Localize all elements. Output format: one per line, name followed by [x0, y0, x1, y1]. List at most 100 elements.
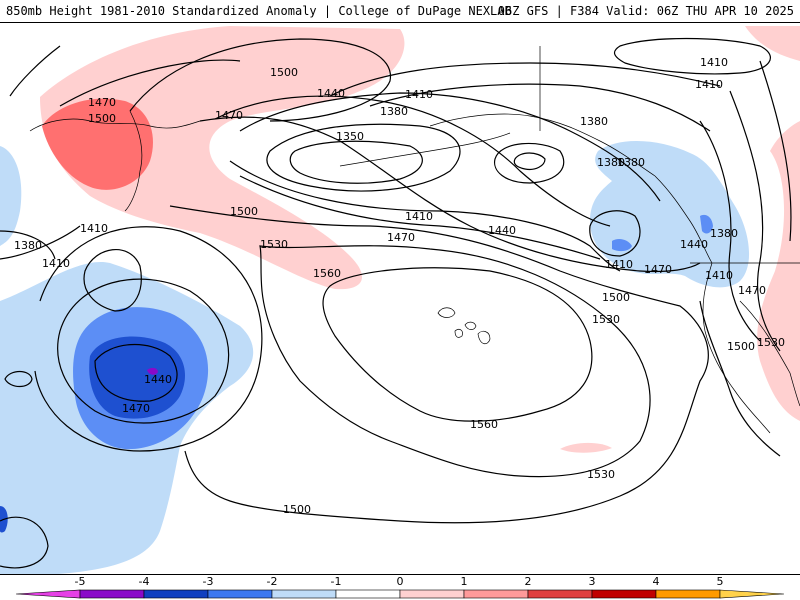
contour-1530 [259, 245, 651, 478]
positive-anomaly-spot-ne [745, 26, 800, 61]
colorbar-swatch [719, 589, 785, 599]
colorbar-label: -4 [139, 575, 150, 588]
colorbar-swatch [207, 589, 273, 599]
contour-west-1380 [0, 230, 56, 260]
contour-label: 1470 [122, 402, 150, 415]
hawaii-island-3 [477, 330, 491, 345]
contour-label: 1500 [230, 205, 258, 218]
contour-label: 1440 [680, 238, 708, 251]
colorbar-label: 2 [525, 575, 532, 588]
contour-label: 1500 [602, 291, 630, 304]
colorbar-swatch [655, 589, 721, 599]
contour-label: 1350 [336, 130, 364, 143]
anomaly-colorbar: -5 -4 -3 -2 -1 0 1 2 3 4 5 [0, 575, 800, 600]
contour-ring-bc [589, 210, 641, 257]
colorbar-label: -5 [75, 575, 86, 588]
contour-sw-1440 [94, 344, 178, 402]
contour-label: 1380 [580, 115, 608, 128]
contour-label-layer: 1500 1470 1500 1470 1440 1410 1380 1350 … [14, 56, 785, 516]
positive-anomaly-nw-strong [42, 98, 153, 190]
negative-anomaly-bc [590, 141, 750, 288]
contour-label: 1470 [644, 263, 672, 276]
positive-anomaly-west-coast [757, 121, 800, 421]
contour-label: 1470 [738, 284, 766, 297]
coastlines [29, 46, 800, 434]
contour-1350-closed [289, 140, 423, 184]
contour-sw-1410 [83, 249, 142, 312]
negative-anomaly-west-edge [0, 146, 22, 246]
model-run-info: 06Z GFS | F384 Valid: 06Z THU APR 10 202… [497, 4, 794, 18]
asia-coast [29, 118, 201, 132]
contour-na-3 [759, 60, 792, 242]
negative-anomaly-sw-corner [0, 481, 36, 574]
contour-label: 1470 [387, 231, 415, 244]
contour-1470-north [59, 59, 241, 107]
contour-label: 1530 [592, 313, 620, 326]
colorbar-label: -2 [267, 575, 278, 588]
contour-label: 1560 [313, 267, 341, 280]
contour-label: 1410 [700, 56, 728, 69]
contour-label: 1410 [405, 88, 433, 101]
positive-anomaly-spot-s [560, 442, 612, 453]
contour-label: 1410 [605, 258, 633, 271]
contour-1560-high [322, 267, 593, 422]
header-bar: 850mb Height 1981-2010 Standardized Anom… [0, 0, 800, 22]
contour-label: 1500 [270, 66, 298, 79]
alaska-coast [429, 113, 656, 177]
contour-label: 1380 [710, 227, 738, 240]
mexico-coast [739, 300, 800, 407]
contour-label: 1500 [727, 340, 755, 353]
contour-1410-main [239, 92, 661, 202]
colorbar-swatch [335, 589, 401, 599]
contour-na-1 [699, 120, 761, 342]
us-west-coast [702, 262, 771, 434]
bc-coast [654, 175, 713, 264]
contour-label: 1530 [587, 468, 615, 481]
contour-label: 1410 [405, 210, 433, 223]
colorbar-label: 0 [397, 575, 404, 588]
contour-west-closed [4, 370, 33, 388]
negative-anomaly-bc-medium [612, 238, 632, 252]
contour-label: 1500 [88, 112, 116, 125]
contour-label: 1470 [215, 109, 243, 122]
contour-sw-1470 [57, 278, 230, 424]
colorbar-label: 1 [461, 575, 468, 588]
contour-label: 1530 [757, 336, 785, 349]
contour-label: 1410 [42, 257, 70, 270]
map-svg: 1500 1470 1500 1470 1440 1410 1380 1350 … [0, 26, 800, 574]
contour-west-1410 [0, 225, 81, 260]
contour-label: 1440 [488, 224, 516, 237]
contour-na-4 [699, 300, 781, 457]
contour-label: 1440 [144, 373, 172, 386]
contour-label: 1560 [470, 418, 498, 431]
contour-sw-1500 [34, 226, 263, 452]
hawaii-island-2 [464, 321, 477, 330]
contour-1500-north [129, 38, 392, 122]
contour-label: 1530 [260, 238, 288, 251]
contour-label: 1410 [80, 222, 108, 235]
height-contours [0, 37, 792, 569]
negative-anomaly-bc-medium-2 [700, 214, 713, 234]
colorbar-label: -1 [331, 575, 342, 588]
contour-long-1 [229, 160, 621, 272]
contour-label: 1410 [705, 269, 733, 282]
colorbar-swatch [15, 589, 81, 599]
contour-label: 1500 [283, 503, 311, 516]
colorbar-swatch [271, 589, 337, 599]
product-title: 850mb Height 1981-2010 Standardized Anom… [6, 4, 512, 18]
colorbar-swatches [15, 589, 785, 599]
contour-arctic-ring [614, 37, 771, 75]
colorbar-svg: -5 -4 -3 -2 -1 0 1 2 3 4 5 [15, 575, 785, 599]
colorbar-swatch [591, 589, 657, 599]
colorbar-label: 4 [653, 575, 660, 588]
negative-anomaly-sw-core [147, 367, 158, 375]
contour-ring-1 [494, 142, 565, 184]
colorbar-label: 5 [717, 575, 724, 588]
contour-1440-main [214, 95, 611, 227]
map-panel: 1500 1470 1500 1470 1440 1410 1380 1350 … [0, 22, 800, 575]
colorbar-label: 3 [589, 575, 596, 588]
contour-label: 1410 [695, 78, 723, 91]
colorbar-swatch [399, 589, 465, 599]
contour-na-2 [729, 90, 781, 352]
